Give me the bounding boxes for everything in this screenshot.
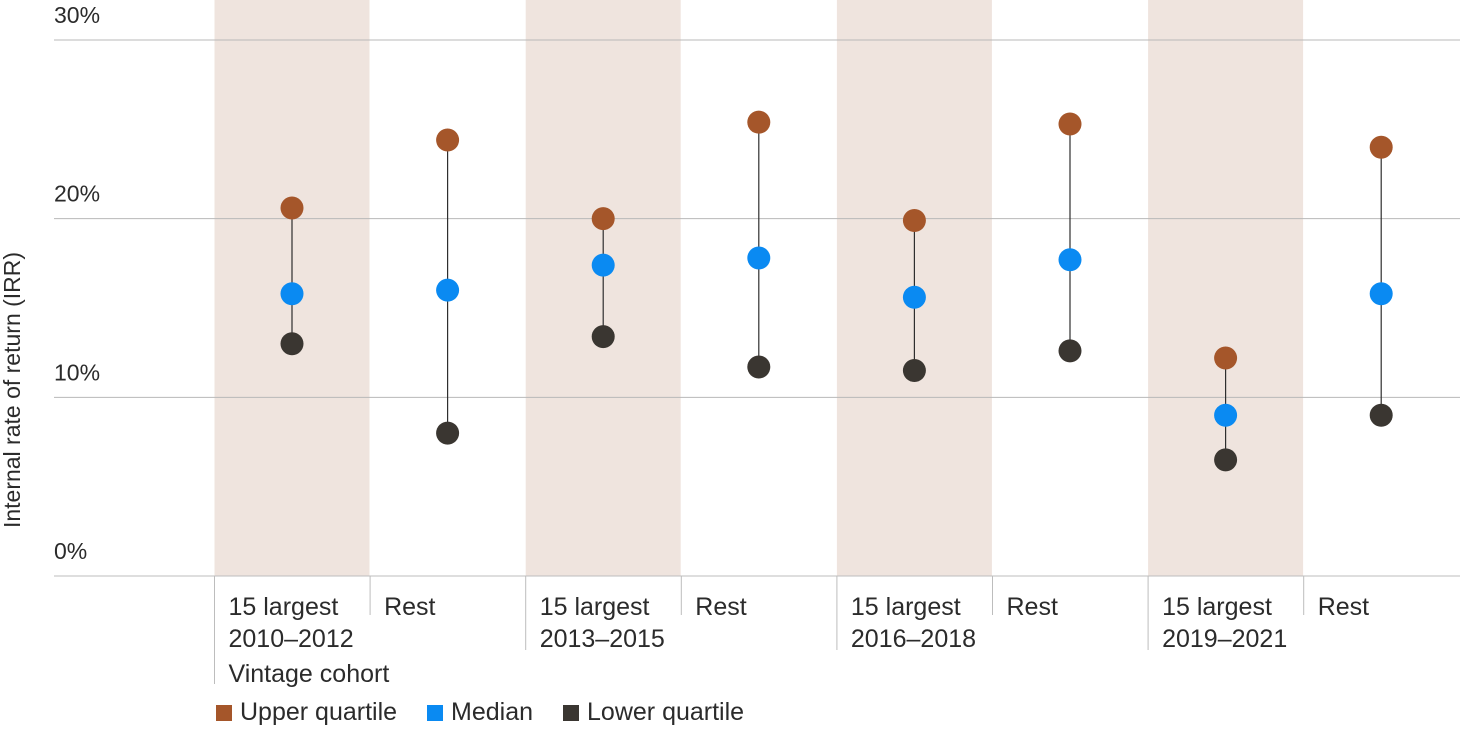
category-labels: 15 largest 2010–2012 Rest 15 largest 2013–20…: [214, 576, 1369, 688]
median-point: [280, 282, 304, 306]
legend-swatch-lower: [563, 704, 580, 721]
median-point: [1058, 248, 1082, 272]
lower-quartile-point: [747, 355, 771, 379]
median-point: [436, 278, 460, 302]
category-label-bottom: 2010–2012: [229, 625, 354, 653]
upper-quartile-point: [747, 110, 771, 134]
legend-item-median: Median: [427, 698, 533, 727]
category-label-bottom: 2013–2015: [540, 625, 665, 653]
category-label-top: 15 largest: [851, 593, 961, 621]
upper-quartile-point: [280, 196, 304, 220]
median-point: [747, 246, 771, 270]
y-tick-label: 10%: [54, 359, 100, 385]
legend-swatch-upper: [216, 704, 232, 721]
category-label-top: Rest: [1007, 593, 1058, 621]
data-points: [280, 110, 1393, 472]
lower-quartile-point: [902, 359, 926, 383]
legend-swatch-median: [427, 704, 444, 721]
upper-quartile-point: [1214, 346, 1238, 370]
y-tick-label: 30%: [54, 2, 100, 28]
category-label-top: Rest: [695, 593, 746, 621]
lower-quartile-point: [1214, 448, 1238, 472]
category-label-bottom: 2019–2021: [1162, 625, 1287, 653]
legend-label-lower: Lower quartile: [587, 698, 745, 726]
median-point: [902, 285, 926, 309]
median-point: [1369, 282, 1393, 306]
legend-item-upper: Upper quartile: [216, 698, 397, 727]
upper-quartile-point: [1058, 112, 1082, 136]
y-tick-label: 20%: [54, 181, 100, 207]
category-label-bottom: 2016–2018: [851, 625, 976, 653]
upper-quartile-point: [1369, 135, 1393, 159]
lower-quartile-point: [436, 421, 460, 445]
median-point: [591, 253, 615, 277]
category-label-top: Rest: [384, 593, 435, 621]
category-label-top: 15 largest: [1162, 593, 1272, 621]
category-label-top: Rest: [1318, 593, 1369, 621]
shaded-band: [1148, 0, 1304, 576]
y-tick-labels: 0% 10% 20% 30%: [54, 2, 100, 564]
legend-label-median: Median: [451, 698, 534, 726]
y-axis-label: Internal rate of return (IRR): [0, 252, 25, 528]
y-tick-label: 0%: [54, 538, 87, 564]
legend-item-lower: Lower quartile: [563, 698, 744, 727]
lower-quartile-point: [280, 332, 304, 356]
upper-quartile-point: [591, 207, 615, 231]
category-label-top: 15 largest: [540, 593, 650, 621]
lower-quartile-point: [591, 325, 615, 349]
upper-quartile-point: [902, 208, 926, 232]
median-point: [1214, 403, 1238, 427]
vintage-cohort-label: Vintage cohort: [229, 660, 390, 688]
category-label-top: 15 largest: [229, 593, 339, 621]
lower-quartile-point: [1058, 339, 1082, 363]
legend-label-upper: Upper quartile: [240, 698, 398, 726]
lower-quartile-point: [1369, 403, 1393, 427]
upper-quartile-point: [436, 128, 460, 152]
legend: Upper quartile Median Lower quartile: [216, 698, 744, 727]
